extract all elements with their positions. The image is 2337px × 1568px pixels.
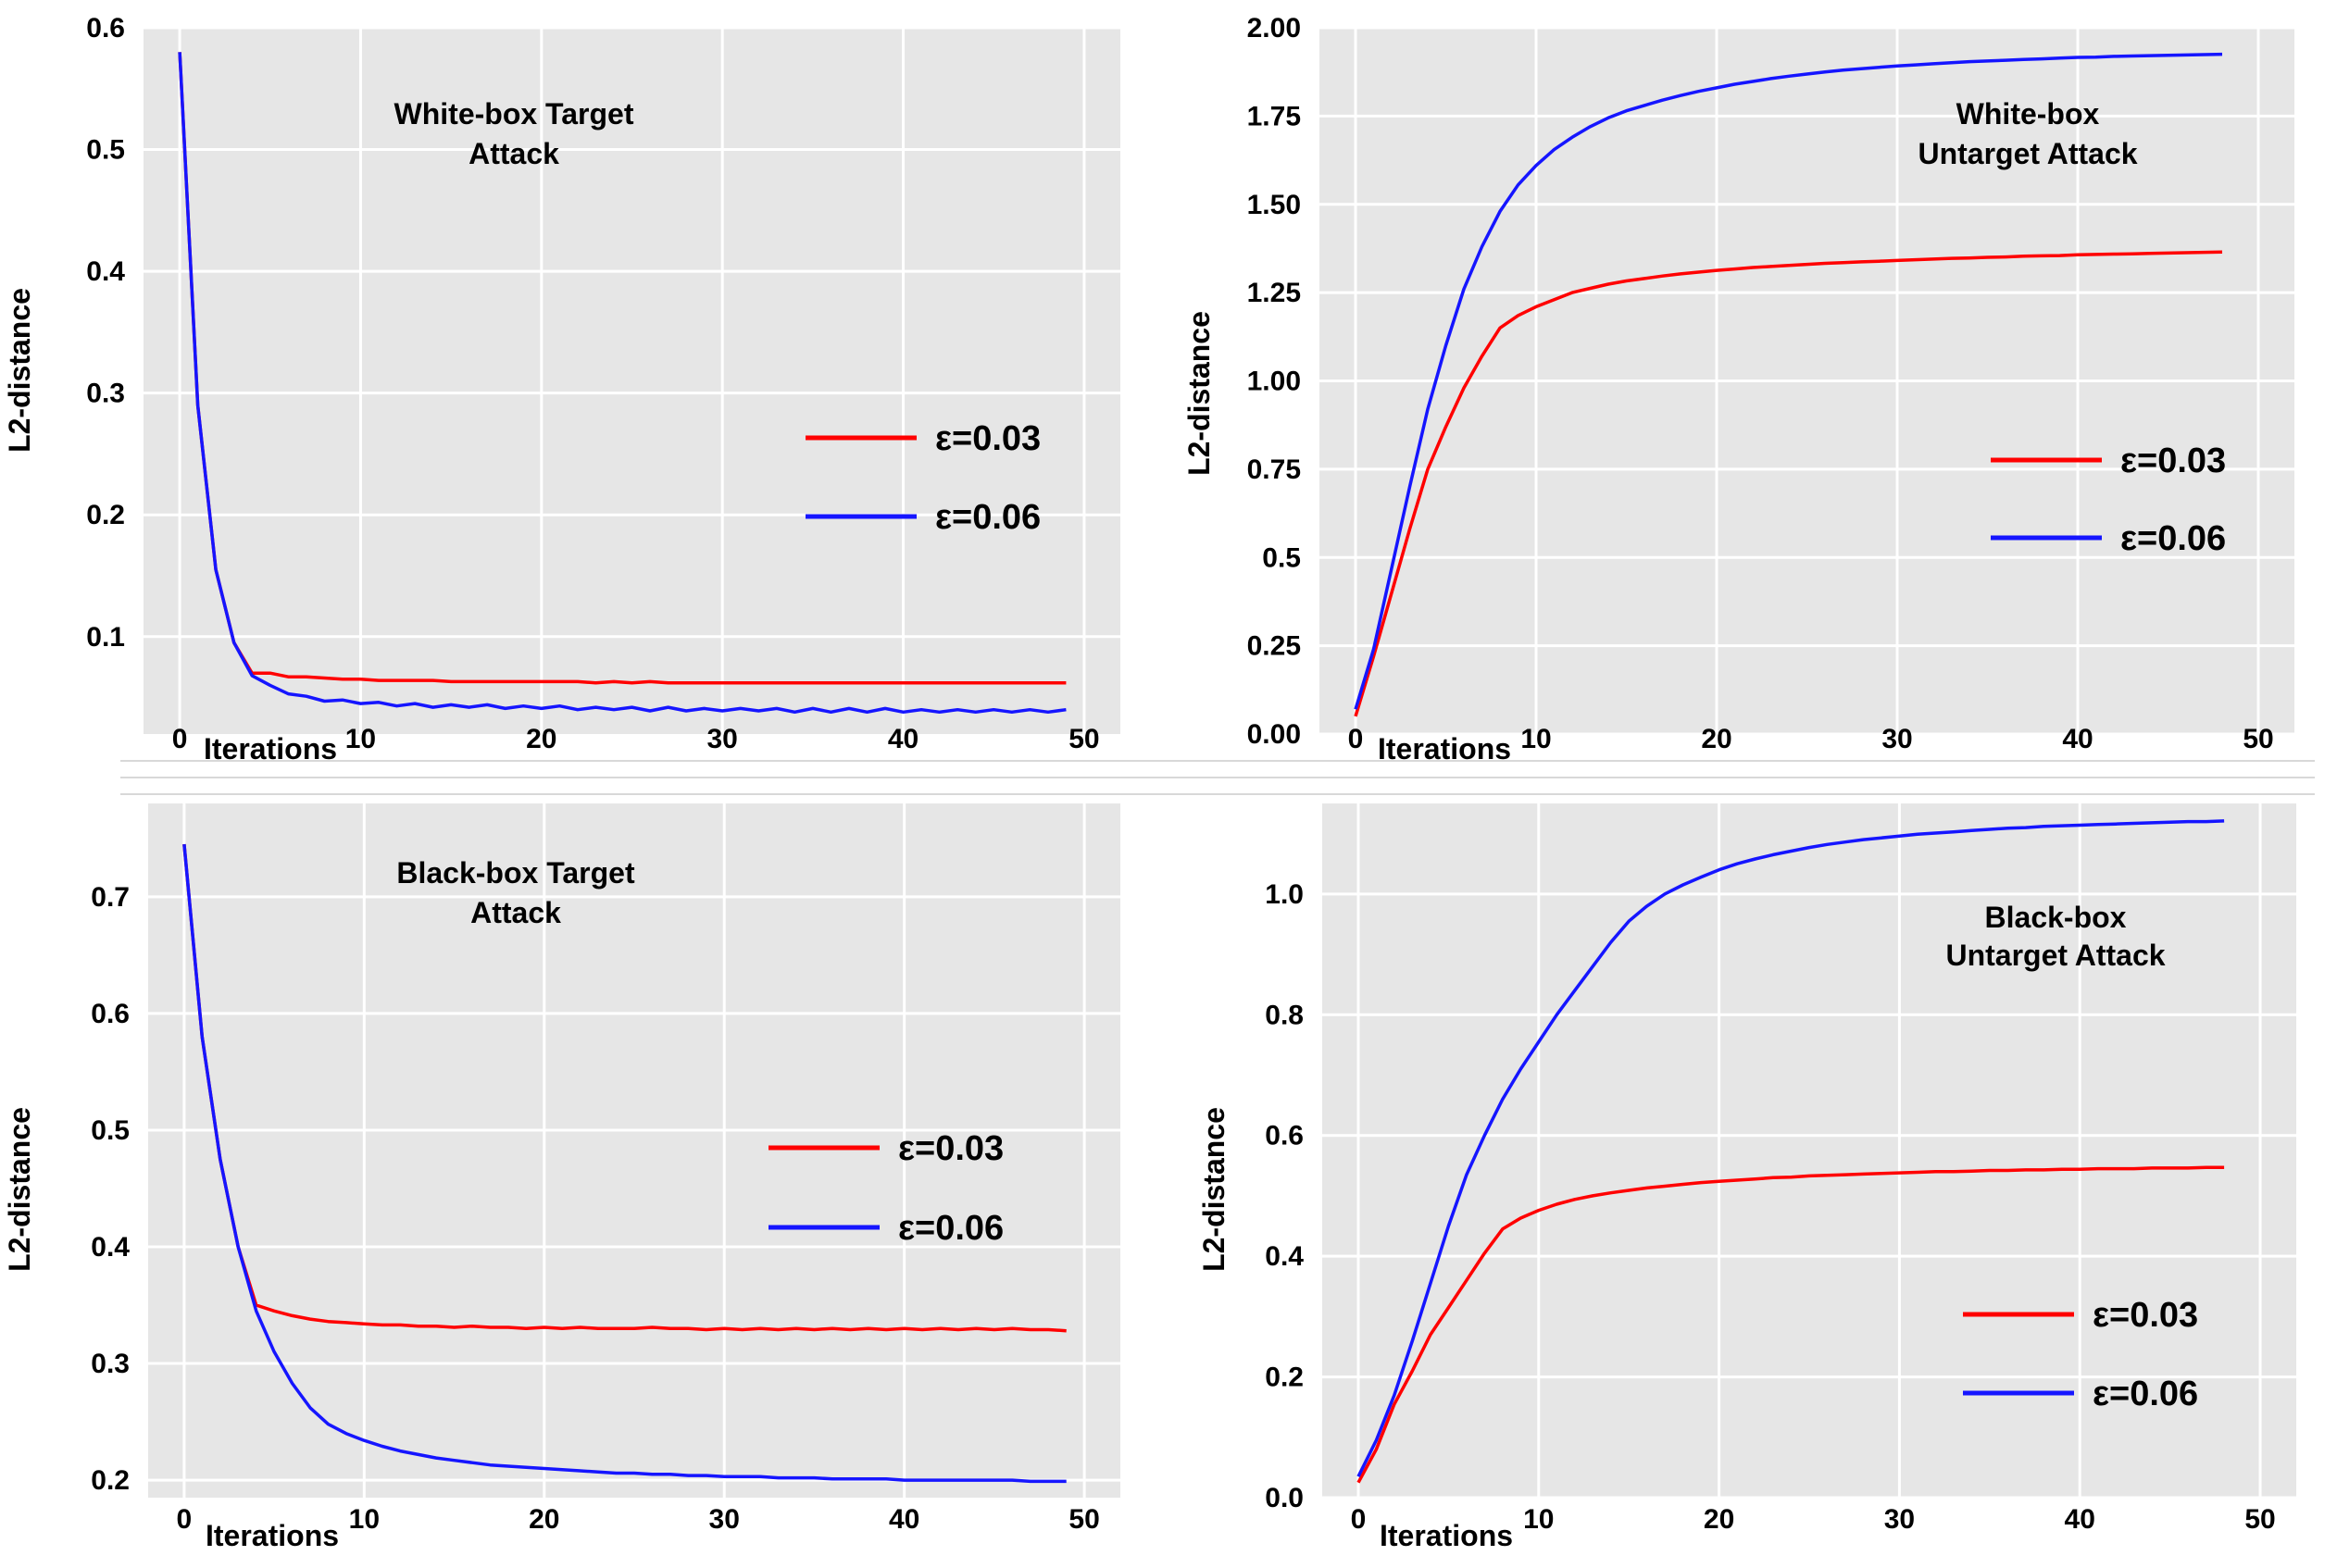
- y-tick-label: 1.50: [1247, 190, 1301, 220]
- y-tick-label: 0.7: [91, 882, 130, 913]
- plot-area: [1322, 803, 2296, 1498]
- x-tick-label: 20: [529, 1504, 559, 1535]
- y-axis-label: L2-distance: [3, 288, 36, 453]
- x-tick-label: 30: [706, 724, 737, 754]
- plot-area: [148, 803, 1120, 1498]
- series-line: [1354, 52, 2223, 710]
- chart-white-box-target: 0.1 0.2 0.3 0.4 0.5 0.6 0 10 20 30 40 50 Iterations L…: [3, 13, 1120, 765]
- legend-label: ε=0.06: [935, 498, 1041, 537]
- x-axis-label: Iterations: [1380, 1519, 1513, 1552]
- y-tick-label: 0.5: [86, 135, 125, 166]
- y-tick-label: 0.4: [91, 1232, 130, 1263]
- x-tick-label: 0: [172, 724, 188, 754]
- y-axis-label: L2-distance: [3, 1107, 36, 1272]
- y-tick-label: 1.25: [1247, 278, 1301, 308]
- y-tick-label: 1.75: [1247, 101, 1301, 131]
- x-tick-label: 10: [1523, 1504, 1554, 1535]
- chart-title-line: Black-box: [1985, 901, 2127, 934]
- x-tick-label: 30: [1884, 1504, 1915, 1535]
- chart-title-line: White-box: [1956, 97, 2100, 131]
- y-tick-label: 0.6: [86, 13, 125, 44]
- y-tick-label: 0.5: [91, 1115, 130, 1146]
- legend-label: ε=0.06: [898, 1209, 1004, 1248]
- x-axis-label: Iterations: [204, 732, 337, 765]
- series-line: [178, 52, 1067, 685]
- chart-title-line: Attack: [470, 896, 561, 929]
- y-tick-label: 0.75: [1247, 454, 1301, 485]
- chart-title-line: Untarget Attack: [1918, 137, 2137, 170]
- x-tick-label: 0: [1348, 724, 1364, 754]
- x-tick-label: 30: [709, 1504, 740, 1535]
- legend-label: ε=0.03: [898, 1129, 1004, 1168]
- x-tick-label: 50: [1069, 1504, 1099, 1535]
- chart-black-box-untarget: 0.0 0.2 0.4 0.6 0.8 1.0 0 10 20 30 40 50 Iterations L…: [1197, 803, 2296, 1552]
- chart-black-box-target: 0.2 0.3 0.4 0.5 0.6 0.7 0 10 20 30 40 50 Iterations L…: [3, 803, 1120, 1552]
- y-tick-label: 0.4: [1265, 1241, 1304, 1272]
- x-tick-label: 40: [889, 1504, 919, 1535]
- x-tick-label: 0: [177, 1504, 193, 1535]
- legend-label: ε=0.03: [2093, 1296, 2198, 1335]
- y-tick-label: 0.3: [91, 1349, 130, 1379]
- legend-label: ε=0.06: [2120, 519, 2226, 558]
- chart-title-line: White-box Target: [394, 97, 634, 131]
- legend-label: ε=0.06: [2093, 1375, 2198, 1413]
- series-line: [182, 843, 1067, 1333]
- x-tick-label: 40: [2065, 1504, 2095, 1535]
- x-tick-label: 40: [888, 724, 919, 754]
- y-axis-label: L2-distance: [1197, 1107, 1231, 1272]
- x-tick-label: 20: [526, 724, 556, 754]
- x-tick-label: 30: [1881, 724, 1912, 754]
- x-tick-label: 50: [2244, 1504, 2275, 1535]
- y-tick-label: 0.6: [1265, 1121, 1304, 1151]
- y-tick-label: 0.2: [1265, 1363, 1304, 1393]
- y-tick-label: 0.3: [86, 379, 125, 409]
- series-line: [1356, 1165, 2225, 1484]
- y-tick-label: 1.0: [1265, 879, 1304, 910]
- chart-title-line: Untarget Attack: [1945, 939, 2165, 972]
- x-tick-label: 0: [1351, 1504, 1367, 1535]
- x-tick-label: 20: [1704, 1504, 1734, 1535]
- series-line: [1356, 819, 2225, 1477]
- y-tick-label: 0.2: [91, 1465, 130, 1496]
- y-tick-label: 1.00: [1247, 367, 1301, 397]
- y-tick-label: 0.2: [86, 500, 125, 530]
- y-tick-label: 0.8: [1265, 1000, 1304, 1030]
- x-tick-label: 10: [349, 1504, 380, 1535]
- chart-white-box-untarget: 0.00 0.25 0.5 0.75 1.00 1.25 1.50 1.75 2.00 0 10 20…: [1182, 13, 2294, 765]
- y-tick-label: 2.00: [1247, 13, 1301, 44]
- series-line: [1354, 250, 2223, 717]
- x-tick-label: 50: [1069, 724, 1099, 754]
- plot-area: [144, 28, 1120, 734]
- x-tick-label: 10: [345, 724, 376, 754]
- y-tick-label: 0.6: [91, 999, 130, 1029]
- x-tick-label: 10: [1520, 724, 1551, 754]
- y-tick-label: 0.00: [1247, 719, 1301, 750]
- chart-title-line: Attack: [469, 137, 559, 170]
- x-tick-label: 50: [2243, 724, 2273, 754]
- x-axis-label: Iterations: [1378, 732, 1511, 765]
- y-axis-label: L2-distance: [1182, 311, 1216, 476]
- y-tick-label: 0.4: [86, 256, 125, 287]
- legend-label: ε=0.03: [2120, 442, 2226, 480]
- x-axis-label: Iterations: [206, 1519, 339, 1552]
- series-line: [178, 52, 1067, 715]
- y-tick-label: 0.5: [1262, 542, 1301, 573]
- legend-label: ε=0.03: [935, 419, 1041, 458]
- series-line: [182, 843, 1067, 1484]
- x-tick-label: 40: [2062, 724, 2093, 754]
- y-tick-label: 0.25: [1247, 631, 1301, 662]
- y-tick-label: 0.0: [1265, 1483, 1304, 1513]
- y-tick-label: 0.1: [86, 622, 125, 653]
- chart-title-line: Black-box Target: [396, 856, 635, 890]
- x-tick-label: 20: [1701, 724, 1731, 754]
